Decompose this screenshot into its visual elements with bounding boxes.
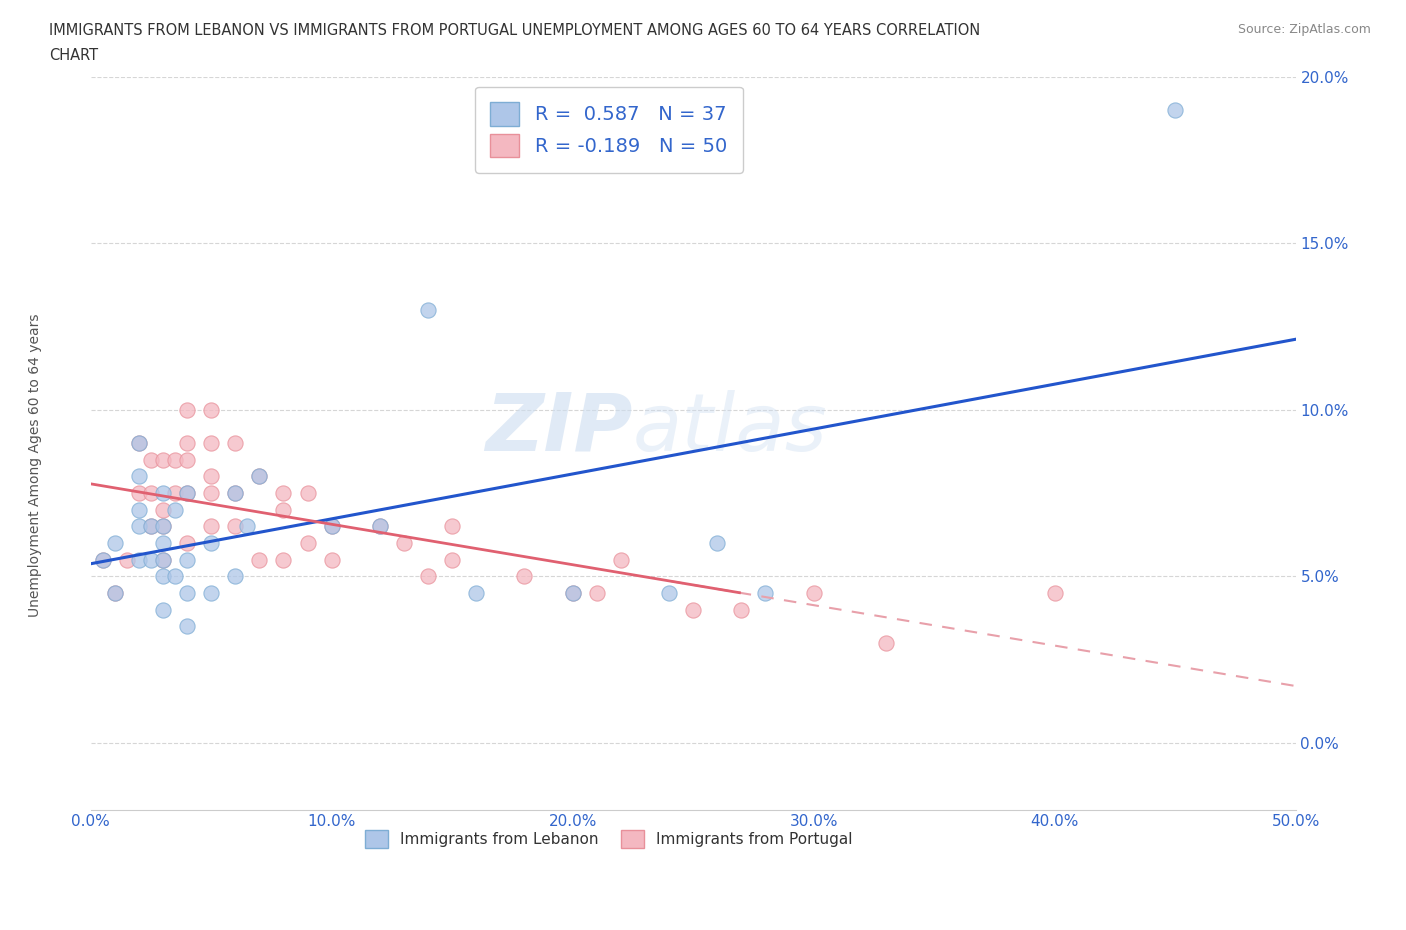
- Point: [441, 519, 464, 534]
- Point: [139, 552, 162, 567]
- Point: [176, 436, 198, 451]
- Text: CHART: CHART: [49, 48, 98, 63]
- Point: [247, 469, 270, 484]
- Point: [273, 502, 295, 517]
- Point: [176, 485, 198, 500]
- Point: [321, 519, 343, 534]
- Point: [139, 485, 162, 500]
- Point: [200, 586, 222, 601]
- Point: [200, 436, 222, 451]
- Point: [200, 403, 222, 418]
- Point: [176, 452, 198, 467]
- Point: [682, 603, 704, 618]
- Point: [1164, 102, 1187, 117]
- Point: [224, 436, 246, 451]
- Text: Source: ZipAtlas.com: Source: ZipAtlas.com: [1237, 23, 1371, 36]
- Text: Unemployment Among Ages 60 to 64 years: Unemployment Among Ages 60 to 64 years: [28, 313, 42, 617]
- Point: [176, 485, 198, 500]
- Point: [247, 552, 270, 567]
- Point: [441, 552, 464, 567]
- Point: [200, 536, 222, 551]
- Point: [91, 552, 114, 567]
- Point: [585, 586, 607, 601]
- Point: [236, 519, 259, 534]
- Point: [224, 485, 246, 500]
- Point: [247, 469, 270, 484]
- Point: [152, 603, 174, 618]
- Point: [115, 552, 138, 567]
- Point: [152, 552, 174, 567]
- Point: [176, 586, 198, 601]
- Point: [152, 569, 174, 584]
- Point: [610, 552, 633, 567]
- Point: [875, 635, 897, 650]
- Point: [91, 552, 114, 567]
- Point: [803, 586, 825, 601]
- Text: atlas: atlas: [633, 390, 828, 468]
- Point: [297, 485, 319, 500]
- Point: [104, 586, 127, 601]
- Point: [706, 536, 728, 551]
- Point: [513, 569, 536, 584]
- Point: [224, 519, 246, 534]
- Point: [139, 452, 162, 467]
- Point: [416, 569, 439, 584]
- Point: [754, 586, 776, 601]
- Point: [128, 502, 150, 517]
- Point: [392, 536, 415, 551]
- Point: [176, 536, 198, 551]
- Point: [176, 403, 198, 418]
- Point: [128, 469, 150, 484]
- Point: [139, 519, 162, 534]
- Point: [200, 519, 222, 534]
- Point: [104, 586, 127, 601]
- Point: [128, 485, 150, 500]
- Text: IMMIGRANTS FROM LEBANON VS IMMIGRANTS FROM PORTUGAL UNEMPLOYMENT AMONG AGES 60 T: IMMIGRANTS FROM LEBANON VS IMMIGRANTS FR…: [49, 23, 980, 38]
- Point: [152, 536, 174, 551]
- Legend: Immigrants from Lebanon, Immigrants from Portugal: Immigrants from Lebanon, Immigrants from…: [353, 817, 865, 860]
- Point: [176, 552, 198, 567]
- Point: [1043, 586, 1066, 601]
- Point: [368, 519, 391, 534]
- Point: [163, 485, 186, 500]
- Point: [128, 519, 150, 534]
- Point: [128, 436, 150, 451]
- Point: [163, 569, 186, 584]
- Point: [200, 469, 222, 484]
- Point: [128, 552, 150, 567]
- Point: [730, 603, 752, 618]
- Point: [273, 485, 295, 500]
- Point: [321, 519, 343, 534]
- Point: [224, 569, 246, 584]
- Point: [163, 452, 186, 467]
- Point: [658, 586, 681, 601]
- Point: [273, 552, 295, 567]
- Point: [152, 552, 174, 567]
- Point: [152, 519, 174, 534]
- Point: [139, 519, 162, 534]
- Point: [128, 436, 150, 451]
- Point: [152, 519, 174, 534]
- Point: [176, 619, 198, 634]
- Point: [561, 586, 583, 601]
- Point: [224, 485, 246, 500]
- Point: [200, 485, 222, 500]
- Point: [465, 586, 488, 601]
- Point: [163, 502, 186, 517]
- Point: [104, 536, 127, 551]
- Point: [368, 519, 391, 534]
- Point: [297, 536, 319, 551]
- Text: ZIP: ZIP: [485, 390, 633, 468]
- Point: [321, 552, 343, 567]
- Point: [561, 586, 583, 601]
- Point: [152, 452, 174, 467]
- Point: [416, 302, 439, 317]
- Point: [152, 485, 174, 500]
- Point: [152, 502, 174, 517]
